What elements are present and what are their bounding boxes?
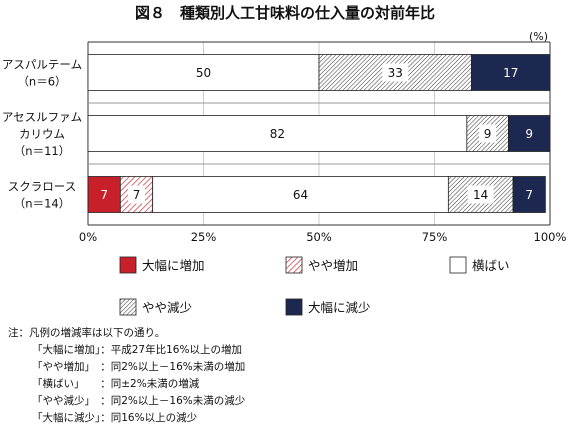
data-label: 7 (100, 188, 108, 202)
x-tick-label: 25% (191, 230, 217, 244)
data-label: 33 (388, 66, 403, 80)
category-label: アセスルファムカリウム（n＝11） (2, 110, 82, 158)
data-label-backdrop (479, 124, 497, 143)
data-label: 17 (503, 66, 518, 80)
legend-label: 大幅に減少 (308, 300, 371, 315)
legend-swatch-1 (285, 256, 303, 274)
data-label-backdrop (467, 185, 494, 204)
data-label-backdrop (128, 185, 146, 204)
data-label: 82 (270, 127, 285, 141)
legend-swatch-0 (119, 256, 137, 274)
notes-block: 注：凡例の増減率は以下の通り。 「大幅に増加」：平成27年比16%以上の増加 「… (8, 325, 245, 427)
legend-label: 横ばい (472, 258, 510, 273)
x-tick-label: 75% (422, 230, 448, 244)
category-label: スクラロース（n＝14） (8, 180, 76, 211)
bar-segment-s1-c2 (119, 176, 154, 213)
note-row: 「横ばい」 ：同±2%未満の増減 (32, 378, 200, 390)
legend-swatch-2 (449, 256, 467, 274)
data-label: 14 (473, 188, 488, 202)
data-label: 7 (133, 188, 141, 202)
legend-swatch-4 (285, 298, 303, 316)
unit-label: (%) (529, 30, 548, 43)
note-row: 「大幅に増加」：平成27年比16%以上の増加 (32, 344, 242, 356)
data-label: 64 (293, 188, 308, 202)
x-tick-label: 0% (79, 230, 97, 244)
bar-segment-s4-c0 (471, 54, 551, 91)
legend-label: 大幅に増加 (142, 258, 205, 273)
bar-segment-s4-c2 (512, 176, 546, 213)
data-label-backdrop (382, 63, 409, 82)
note-row: 「やや減少」 ：同2%以上－16%未満の減少 (32, 395, 246, 407)
data-label: 9 (484, 127, 492, 141)
category-label: アスパルテーム（n＝6） (2, 58, 82, 89)
bar-segment-s2-c2 (152, 176, 449, 213)
bar-segment-s2-c1 (87, 115, 468, 152)
data-label: 50 (196, 66, 211, 80)
note-row: 「大幅に減少」：同16%以上の減少 (32, 412, 198, 424)
legend-label: やや増加 (308, 258, 358, 273)
x-tick-label: 50% (306, 230, 332, 244)
note-row: 「やや増加」 ：同2%以上－16%未満の増加 (32, 361, 246, 373)
bar-segment-s4-c1 (508, 115, 551, 152)
stacked-bar-chart: 図８ 種類別人工甘味料の仕入量の対前年比 (%) 50 33 17 82 9 9 7 7 64 1… (2, 4, 567, 316)
legend-swatch-3 (119, 298, 137, 316)
x-tick-label: 100% (534, 230, 567, 244)
bar-segment-s0-c2 (87, 176, 121, 213)
data-label: 7 (525, 188, 533, 202)
notes-heading: 注：凡例の増減率は以下の通り。 (8, 327, 166, 339)
legend-label: やや減少 (142, 300, 192, 315)
chart-title: 図８ 種類別人工甘味料の仕入量の対前年比 (135, 4, 435, 22)
data-label: 9 (525, 127, 533, 141)
